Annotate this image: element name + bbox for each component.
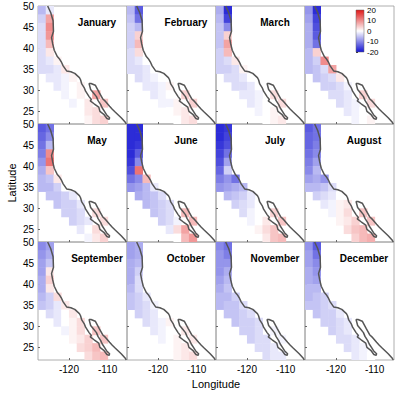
svg-text:50: 50 <box>23 237 35 248</box>
svg-text:March: March <box>260 17 289 28</box>
svg-text:45: 45 <box>23 140 35 151</box>
svg-text:June: June <box>174 135 198 146</box>
svg-text:35: 35 <box>23 64 35 75</box>
svg-text:-10: -10 <box>367 37 379 46</box>
svg-text:-120: -120 <box>326 364 346 375</box>
svg-text:-120: -120 <box>59 364 79 375</box>
svg-text:December: December <box>340 253 388 264</box>
svg-text:35: 35 <box>23 300 35 311</box>
svg-text:40: 40 <box>23 161 35 172</box>
svg-text:45: 45 <box>23 258 35 269</box>
svg-text:25: 25 <box>23 224 35 235</box>
svg-text:35: 35 <box>23 182 35 193</box>
svg-text:August: August <box>347 135 382 146</box>
svg-text:January: January <box>78 17 117 28</box>
svg-text:-20: -20 <box>367 48 379 57</box>
svg-text:20: 20 <box>367 6 376 15</box>
svg-text:-110: -110 <box>276 364 296 375</box>
svg-text:45: 45 <box>23 22 35 33</box>
svg-text:November: November <box>251 253 300 264</box>
svg-text:Longitude: Longitude <box>192 378 240 390</box>
svg-text:Latitude: Latitude <box>6 163 18 202</box>
svg-text:October: October <box>167 253 205 264</box>
svg-text:-110: -110 <box>365 364 385 375</box>
svg-text:-120: -120 <box>148 364 168 375</box>
svg-text:40: 40 <box>23 43 35 54</box>
svg-text:0: 0 <box>367 27 372 36</box>
svg-text:40: 40 <box>23 279 35 290</box>
svg-text:-110: -110 <box>187 364 207 375</box>
svg-text:-110: -110 <box>98 364 118 375</box>
svg-text:50: 50 <box>23 119 35 130</box>
svg-text:July: July <box>265 135 285 146</box>
svg-text:30: 30 <box>23 321 35 332</box>
svg-text:25: 25 <box>23 342 35 353</box>
svg-text:10: 10 <box>367 16 376 25</box>
svg-text:February: February <box>165 17 208 28</box>
svg-text:30: 30 <box>23 203 35 214</box>
svg-text:September: September <box>71 253 123 264</box>
svg-text:25: 25 <box>23 106 35 117</box>
svg-text:May: May <box>87 135 107 146</box>
svg-text:-120: -120 <box>237 364 257 375</box>
svg-text:30: 30 <box>23 85 35 96</box>
svg-text:50: 50 <box>23 1 35 12</box>
